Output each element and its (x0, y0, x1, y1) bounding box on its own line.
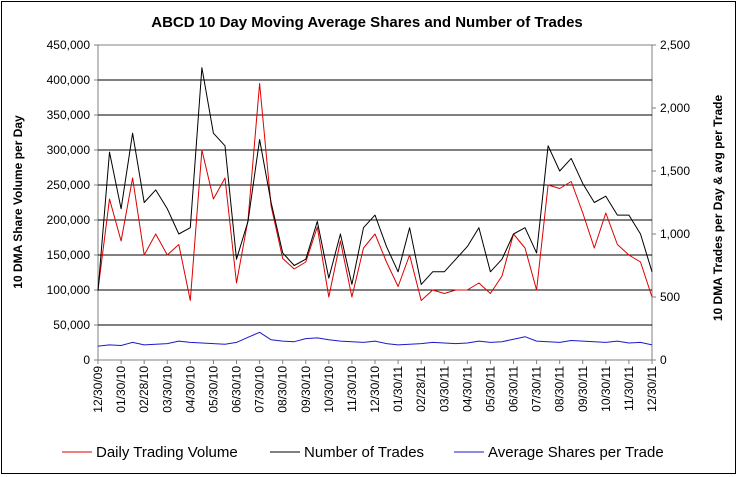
left-tick-label: 450,000 (47, 38, 91, 52)
x-tick-label: 05/30/11 (483, 366, 497, 412)
left-axis-label: 10 DMA Share Volume per Day (11, 115, 25, 289)
plot-area (97, 44, 653, 361)
right-tick-label: 1,500 (660, 164, 690, 178)
x-tick-label: 04/30/10 (183, 366, 197, 413)
series-line-number-of-trades (97, 67, 653, 291)
x-tick-label: 11/30/10 (345, 366, 359, 412)
left-tick-label: 50,000 (53, 318, 90, 332)
right-tick-label: 2,000 (660, 101, 690, 115)
left-axis-ticks: 0 50,000 100,000 150,000 200,000 250,000 300,0… (47, 38, 98, 367)
x-tick-label: 03/30/10 (160, 366, 174, 413)
legend-label-average-shares-per-trade: Average Shares per Trade (488, 444, 664, 461)
series-line-average-shares-per-trade (97, 331, 653, 347)
x-tick-label: 11/30/11 (622, 366, 636, 411)
legend: Daily Trading Volume Number of Trades Aver… (62, 444, 664, 461)
x-tick-label: 07/30/10 (253, 366, 267, 413)
x-tick-label: 07/30/11 (530, 366, 544, 412)
x-tick-label: 10/30/10 (322, 366, 336, 413)
right-axis-label: 10 DMA Trades per Day & avg per Trade (711, 95, 725, 322)
x-tick-label: 08/30/11 (553, 366, 567, 412)
x-tick-label: 05/30/10 (206, 366, 220, 413)
left-tick-label: 0 (83, 353, 90, 367)
left-tick-label: 350,000 (47, 108, 91, 122)
x-tick-label: 10/30/11 (599, 366, 613, 412)
gridlines (98, 79, 652, 326)
x-tick-label: 01/30/11 (391, 366, 405, 412)
right-axis-ticks: 0 500 1,000 1,500 2,000 2,500 (652, 38, 690, 367)
x-tick-label: 12/30/11 (645, 366, 659, 412)
right-tick-label: 2,500 (660, 38, 690, 52)
legend-label-number-of-trades: Number of Trades (304, 444, 424, 461)
chart-title: ABCD 10 Day Moving Average Shares and Nu… (151, 14, 583, 31)
x-tick-label: 06/30/10 (230, 366, 244, 413)
x-tick-label: 09/30/10 (299, 366, 313, 413)
left-tick-label: 200,000 (47, 213, 91, 227)
x-tick-label: 01/30/10 (114, 366, 128, 413)
x-tick-label: 12/30/09 (91, 366, 105, 413)
left-tick-label: 150,000 (47, 248, 91, 262)
x-tick-label: 09/30/11 (576, 366, 590, 412)
x-tick-label: 03/30/11 (437, 366, 451, 412)
legend-label-daily-trading-volume: Daily Trading Volume (96, 444, 238, 461)
x-tick-label: 12/30/10 (368, 366, 382, 413)
x-tick-label: 02/28/10 (137, 366, 151, 413)
right-tick-label: 0 (660, 353, 667, 367)
left-tick-label: 400,000 (47, 73, 91, 87)
x-tick-label: 02/28/11 (414, 366, 428, 412)
right-tick-label: 500 (660, 290, 680, 304)
series-layer (97, 67, 653, 347)
x-tick-label: 06/30/11 (507, 366, 521, 412)
left-tick-label: 300,000 (47, 143, 91, 157)
x-tick-label: 08/30/10 (276, 366, 290, 413)
x-tick-label: 04/30/11 (460, 366, 474, 412)
left-tick-label: 100,000 (47, 283, 91, 297)
series-line-daily-trading-volume (97, 83, 653, 301)
x-axis-ticks: 12/30/09 01/30/10 02/28/10 03/30/10 04/30/10… (91, 360, 659, 413)
right-tick-label: 1,000 (660, 227, 690, 241)
left-tick-label: 250,000 (47, 178, 91, 192)
